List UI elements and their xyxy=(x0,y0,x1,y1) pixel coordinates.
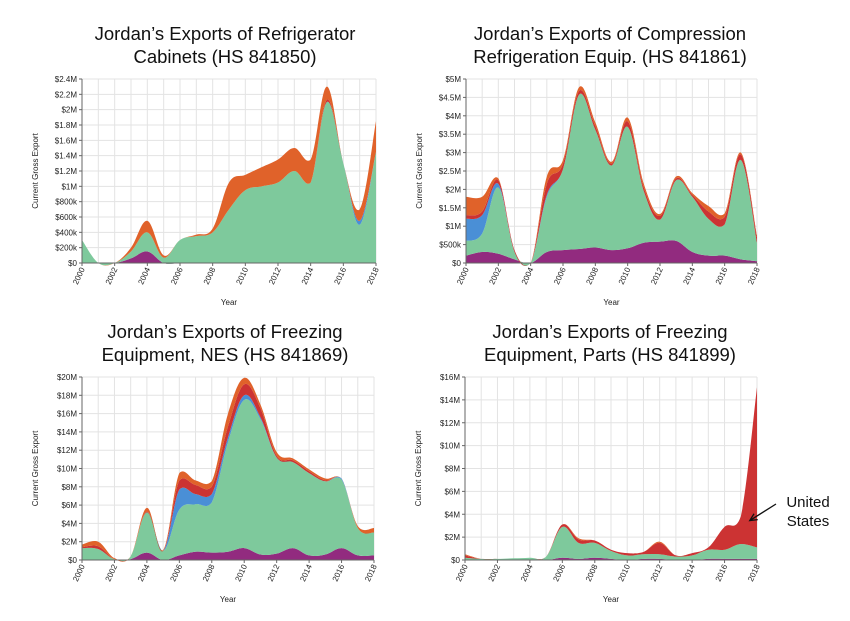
y-tick-label: $8M xyxy=(61,483,77,492)
y-tick-label: $2M xyxy=(444,533,460,542)
series-area-purple xyxy=(82,548,374,561)
chart-title-line: Refrigeration Equip. (HS 841861) xyxy=(473,46,747,67)
series-area-green xyxy=(82,399,374,562)
series-area-purple xyxy=(465,557,757,561)
chart-plot-841861: $0 $500k $1M $1.5M $2M $2.5M $3M $3.5M $4M $4.5M $… xyxy=(415,75,762,307)
annotation-line: States xyxy=(786,513,830,530)
y-tick-label: $4.5M xyxy=(439,93,462,102)
chart-title-line: Jordan’s Exports of Refrigerator xyxy=(94,23,356,44)
y-tick-label: $6M xyxy=(61,501,77,510)
y-tick-label: $600k xyxy=(55,213,78,222)
y-tick-label: $2.2M xyxy=(55,90,78,99)
y-tick-label: $1M xyxy=(445,222,461,231)
chart-plot-841850: $0 $200k $400k $600k $800k $1M $1.2M $1.4M $1.6M… xyxy=(31,75,381,307)
y-tick-label: $10M xyxy=(440,442,460,451)
y-tick-label: $14M xyxy=(440,396,460,405)
y-tick-label: $1.8M xyxy=(55,121,78,130)
y-tick-label: $10M xyxy=(57,465,77,474)
y-tick-label: $12M xyxy=(57,446,77,455)
x-axis-label: Year xyxy=(221,298,238,307)
y-tick-label: $5M xyxy=(445,75,461,84)
annotation-label: United States xyxy=(768,493,848,531)
chart-title-841869: Jordan’s Exports of Freezing Equipment, … xyxy=(45,320,405,366)
y-tick-label: $2M xyxy=(61,538,77,547)
series-area-orange xyxy=(82,377,374,562)
chart-title-line: Jordan’s Exports of Compression xyxy=(473,23,747,44)
y-tick-label: $18M xyxy=(57,391,77,400)
y-axis-label: Current Gross Export xyxy=(414,430,423,506)
y-tick-label: $1M xyxy=(61,182,77,191)
chart-title-line: Jordan’s Exports of Freezing xyxy=(492,321,728,342)
y-tick-label: $16M xyxy=(57,410,77,419)
chart-title-841899: Jordan’s Exports of Freezing Equipment, … xyxy=(430,320,790,366)
y-tick-label: $12M xyxy=(440,419,460,428)
y-tick-label: $3.5M xyxy=(439,130,462,139)
y-tick-label: $1.6M xyxy=(55,136,78,145)
y-tick-label: $2.5M xyxy=(439,167,462,176)
y-tick-label: $14M xyxy=(57,428,77,437)
annotation-arrow-head xyxy=(748,513,758,522)
y-axis-label: Current Gross Export xyxy=(31,132,40,208)
chart-title-line: Cabinets (HS 841850) xyxy=(133,46,317,67)
y-tick-label: $1.4M xyxy=(55,152,78,161)
y-tick-label: $0 xyxy=(452,259,461,268)
y-tick-label: $2M xyxy=(445,185,461,194)
y-tick-label: $8M xyxy=(444,465,460,474)
chart-title-line: Equipment, Parts (HS 841899) xyxy=(484,344,736,365)
y-tick-label: $1.5M xyxy=(439,204,462,213)
y-tick-label: $20M xyxy=(57,373,77,382)
y-tick-label: $4M xyxy=(444,510,460,519)
y-tick-label: $800k xyxy=(55,198,78,207)
y-tick-label: $6M xyxy=(444,487,460,496)
y-axis-label: Current Gross Export xyxy=(31,430,40,506)
y-tick-label: $4M xyxy=(445,112,461,121)
series-area-purple xyxy=(82,251,376,264)
y-tick-label: $500k xyxy=(439,241,462,250)
series-area-purple xyxy=(466,240,757,264)
annotation-arrow-shaft xyxy=(749,503,777,522)
y-tick-label: $200k xyxy=(55,244,78,253)
y-tick-label: $2.4M xyxy=(55,75,78,84)
y-tick-label: $0 xyxy=(68,556,77,565)
chart-title-841861: Jordan’s Exports of Compression Refriger… xyxy=(430,22,790,68)
chart-title-line: Jordan’s Exports of Freezing xyxy=(107,321,343,342)
chart-plot-841869: $0$2M$4M$6M$8M$10M$12M$14M$16M$18M$20M20… xyxy=(31,373,379,604)
y-tick-label: $3M xyxy=(445,149,461,158)
annotation-line: United xyxy=(786,494,830,511)
x-axis-label: Year xyxy=(220,595,237,604)
y-tick-label: $0 xyxy=(451,556,460,565)
series-area-green xyxy=(466,93,757,266)
y-tick-label: $0 xyxy=(68,259,77,268)
y-axis-label: Current Gross Export xyxy=(415,132,424,208)
y-tick-label: $2M xyxy=(61,106,77,115)
series-area-red xyxy=(465,387,757,560)
y-tick-label: $1.2M xyxy=(55,167,78,176)
y-tick-label: $16M xyxy=(440,373,460,382)
chart-title-line: Equipment, NES (HS 841869) xyxy=(101,344,349,365)
y-tick-label: $4M xyxy=(61,519,77,528)
series-area-green xyxy=(82,101,376,266)
x-axis-label: Year xyxy=(603,298,620,307)
y-tick-label: $400k xyxy=(55,228,78,237)
series-area-green xyxy=(465,526,757,561)
x-axis-label: Year xyxy=(603,595,620,604)
chart-title-841850: Jordan’s Exports of Refrigerator Cabinet… xyxy=(45,22,405,68)
